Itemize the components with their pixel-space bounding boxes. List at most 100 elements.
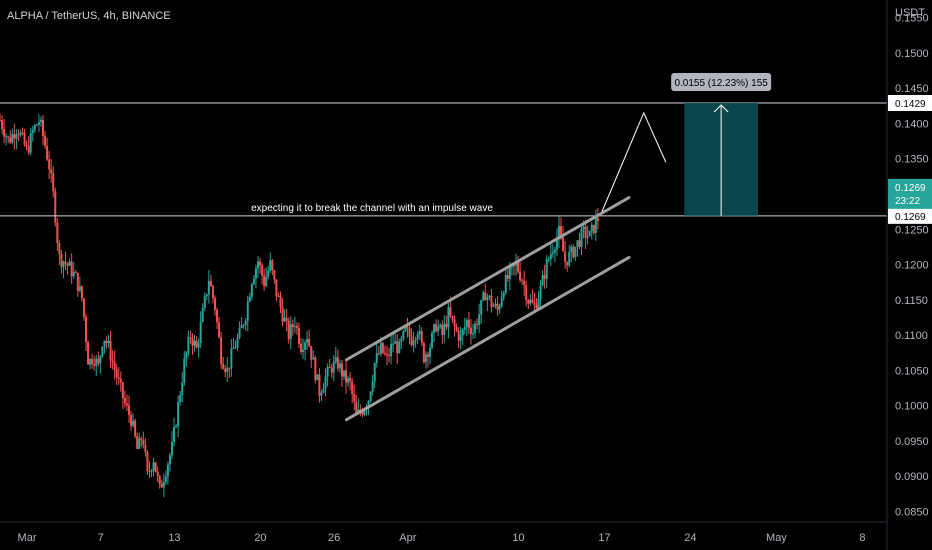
candle-body	[158, 475, 161, 485]
candle-body	[435, 324, 438, 332]
candle-body	[82, 298, 85, 317]
candle-body	[541, 275, 544, 286]
idea-annotation: expecting it to break the channel with a…	[251, 203, 493, 214]
candle-body	[572, 246, 575, 258]
candle-body	[80, 286, 83, 299]
projection-path[interactable]	[601, 111, 667, 212]
candle-body	[410, 336, 413, 345]
candle-body	[351, 381, 354, 395]
candle-body	[46, 145, 49, 160]
price-tick-label: 0.0900	[895, 471, 929, 483]
candle-body	[449, 307, 452, 316]
candle-body	[27, 146, 30, 153]
candle-body	[99, 355, 102, 364]
candles-layer	[0, 113, 599, 498]
candle-body	[371, 381, 374, 392]
candle-body	[60, 254, 63, 267]
candle-body	[70, 261, 73, 277]
target-label: 0.0155 (12.23%) 155	[674, 78, 768, 89]
price-tick-label: 0.1250	[895, 224, 929, 236]
candle-body	[252, 278, 255, 285]
candle-body	[154, 462, 157, 472]
candle-body	[228, 367, 231, 369]
candle-body	[295, 326, 298, 328]
candle-body	[562, 237, 565, 252]
candle-body	[465, 319, 468, 327]
candle-body	[170, 441, 173, 456]
candle-body	[476, 323, 479, 325]
time-tick-label: 24	[684, 532, 696, 544]
candle-body	[52, 173, 55, 192]
candle-body	[240, 325, 243, 329]
time-axis[interactable]: Mar 7 13 20 26 Apr 10 17 24 May 8	[18, 532, 866, 544]
price-axis[interactable]: 0.15500.15000.14500.14000.13500.13000.12…	[895, 13, 929, 519]
time-tick-label: Apr	[399, 532, 416, 544]
candle-body	[402, 330, 405, 339]
candle-body	[367, 401, 370, 408]
candle-body	[539, 285, 542, 299]
candle-body	[21, 132, 24, 134]
candle-body	[504, 275, 507, 294]
candle-body	[334, 357, 337, 362]
candle-body	[146, 452, 149, 472]
candle-body	[314, 357, 317, 381]
candle-body	[164, 476, 167, 482]
candle-body	[494, 303, 497, 306]
candle-body	[428, 347, 431, 357]
candle-body	[416, 333, 419, 340]
candle-body	[66, 263, 69, 266]
price-tick-label: 0.1100	[895, 330, 928, 342]
candle-body	[500, 297, 503, 307]
candle-body	[553, 249, 556, 253]
target-label-box	[671, 72, 772, 91]
candle-body	[340, 363, 343, 377]
time-tick-label: 20	[254, 532, 266, 544]
candle-body	[44, 135, 47, 146]
channel-upper-line[interactable]	[344, 196, 631, 362]
candle-body	[543, 275, 546, 279]
candle-body	[578, 240, 581, 247]
candle-body	[62, 261, 65, 267]
candle-body	[547, 259, 550, 261]
candle-body	[144, 445, 147, 453]
candle-body	[205, 294, 208, 297]
candle-body	[474, 323, 477, 334]
candle-body	[498, 306, 501, 310]
candle-body	[35, 124, 38, 126]
candle-body	[185, 352, 188, 359]
price-tick-label: 0.1200	[895, 260, 929, 272]
candle-body	[254, 268, 257, 279]
candle-body	[271, 260, 274, 271]
candle-body	[87, 342, 90, 365]
candle-body	[580, 228, 583, 247]
candle-body	[232, 348, 235, 350]
channel-lower-line[interactable]	[344, 255, 631, 422]
candle-body	[162, 481, 165, 488]
candle-body	[275, 279, 278, 297]
candle-body	[533, 302, 536, 305]
candle-body	[187, 337, 190, 353]
candle-body	[78, 286, 81, 291]
candle-body	[531, 299, 534, 303]
candle-body	[408, 328, 411, 337]
candle-body	[396, 341, 399, 354]
candle-body	[568, 252, 571, 266]
candle-body	[390, 344, 393, 357]
candle-body	[17, 134, 20, 136]
price-tick-label: 0.0850	[895, 506, 929, 518]
candle-body	[363, 409, 366, 415]
candle-body	[594, 218, 597, 234]
time-tick-label: 7	[98, 532, 104, 544]
candle-body	[433, 324, 436, 333]
candle-body	[142, 439, 145, 446]
candle-body	[527, 300, 530, 304]
candle-body	[269, 260, 272, 271]
candle-body	[279, 296, 282, 307]
candle-body	[459, 335, 462, 341]
candle-body	[193, 340, 196, 346]
candle-body	[447, 307, 450, 328]
candle-body	[136, 436, 139, 449]
candle-body	[248, 296, 251, 302]
candle-body	[560, 226, 563, 238]
